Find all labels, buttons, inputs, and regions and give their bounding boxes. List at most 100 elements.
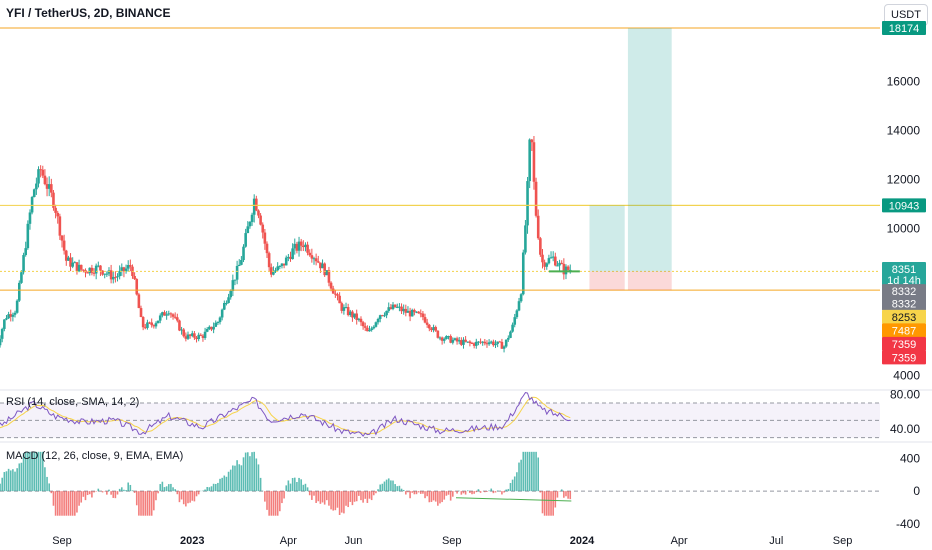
candle: [180, 329, 183, 331]
candle: [154, 323, 158, 327]
candle: [3, 319, 6, 329]
candle: [517, 301, 521, 311]
macd-histogram-bar: [97, 488, 100, 492]
candle: [161, 312, 164, 316]
candle: [545, 263, 549, 267]
candle: [329, 282, 333, 289]
macd-histogram-bar: [415, 491, 418, 495]
rsi-axis-tick: 80.00: [890, 387, 920, 401]
candle: [304, 244, 307, 248]
candle: [30, 196, 34, 213]
candle: [60, 235, 64, 241]
candle: [348, 311, 352, 316]
macd-histogram-bar: [383, 481, 386, 492]
candle: [122, 267, 126, 272]
candle: [477, 341, 480, 343]
candle: [69, 257, 72, 267]
price-axis-tick: 16000: [887, 74, 921, 88]
macd-histogram-bar: [488, 490, 490, 492]
candle: [451, 339, 455, 343]
candle: [88, 267, 92, 274]
long-position-target-zone[interactable]: [627, 27, 672, 272]
macd-histogram-bar: [221, 477, 223, 492]
macd-histogram-bar: [225, 476, 228, 492]
macd-histogram-bar: [91, 491, 93, 498]
candle: [468, 341, 472, 343]
candle: [498, 341, 502, 343]
macd-histogram-bar: [345, 491, 347, 506]
macd-histogram-bar: [475, 491, 478, 493]
candle: [398, 306, 401, 308]
price-tag-label: 18174: [889, 23, 920, 35]
candle: [363, 326, 367, 328]
macd-histogram-bar: [274, 491, 277, 516]
macd-histogram-bar: [33, 451, 36, 492]
candle: [173, 316, 177, 318]
macd-histogram-bar: [362, 491, 364, 503]
macd-histogram-bar: [522, 451, 525, 492]
candle: [299, 241, 303, 246]
macd-histogram-bar: [3, 472, 6, 492]
macd-histogram-bar: [283, 491, 285, 499]
macd-histogram-bar: [161, 481, 164, 492]
macd-histogram-bar: [170, 483, 172, 492]
macd-histogram-bar: [449, 491, 452, 501]
macd-histogram-bar: [157, 491, 159, 494]
macd-histogram-bar: [167, 484, 170, 492]
candle: [208, 326, 211, 329]
macd-histogram-bar: [405, 491, 407, 495]
long-position-stop-zone[interactable]: [589, 271, 625, 291]
macd-histogram-bar: [144, 491, 147, 516]
price-tag-label: 7359: [892, 352, 916, 364]
chart-title: YFI / TetherUS, 2D, BINANCE: [6, 6, 171, 20]
candle: [225, 302, 228, 304]
candle: [536, 215, 540, 239]
macd-histogram-bar: [430, 491, 433, 502]
candle: [312, 258, 316, 260]
candle: [306, 244, 309, 253]
macd-axis-tick: 400: [900, 451, 920, 465]
time-axis-tick: Jun: [345, 535, 363, 547]
candle: [188, 334, 192, 336]
candle: [71, 262, 74, 267]
macd-histogram-bar: [48, 483, 50, 492]
long-position-target-zone[interactable]: [589, 205, 625, 272]
macd-histogram-bar: [63, 491, 65, 516]
long-position-stop-zone[interactable]: [627, 271, 672, 291]
candle: [455, 338, 459, 342]
candle: [402, 308, 405, 312]
candle: [385, 310, 388, 316]
candle: [479, 341, 482, 343]
macd-histogram-bar: [35, 451, 38, 492]
macd-histogram-bar: [334, 491, 337, 511]
candle: [511, 324, 514, 332]
rsi-line: [0, 392, 571, 437]
macd-histogram-bar: [24, 451, 27, 492]
candle: [530, 139, 534, 143]
candle: [176, 317, 179, 321]
candle: [240, 260, 243, 265]
macd-histogram-bar: [208, 487, 211, 492]
candle: [489, 341, 493, 343]
candle: [291, 248, 294, 260]
macd-histogram-bar: [159, 484, 162, 492]
macd-histogram-bar: [417, 491, 420, 493]
macd-histogram-bar: [153, 491, 155, 511]
candle: [143, 327, 147, 329]
candle: [308, 252, 312, 256]
time-axis-tick: Sep: [52, 535, 72, 547]
candle: [485, 343, 489, 345]
candle: [515, 310, 519, 318]
macd-histogram-bar: [172, 487, 174, 492]
candle: [383, 315, 386, 317]
candle: [556, 265, 559, 267]
candle: [462, 339, 465, 345]
candle: [39, 169, 42, 171]
macd-histogram-bar: [108, 489, 110, 492]
macd-histogram-bar: [16, 468, 18, 492]
macd-histogram-bar: [541, 491, 544, 514]
candle: [507, 337, 510, 340]
macd-histogram-bar: [197, 491, 200, 495]
macd-histogram-bar: [281, 491, 283, 504]
